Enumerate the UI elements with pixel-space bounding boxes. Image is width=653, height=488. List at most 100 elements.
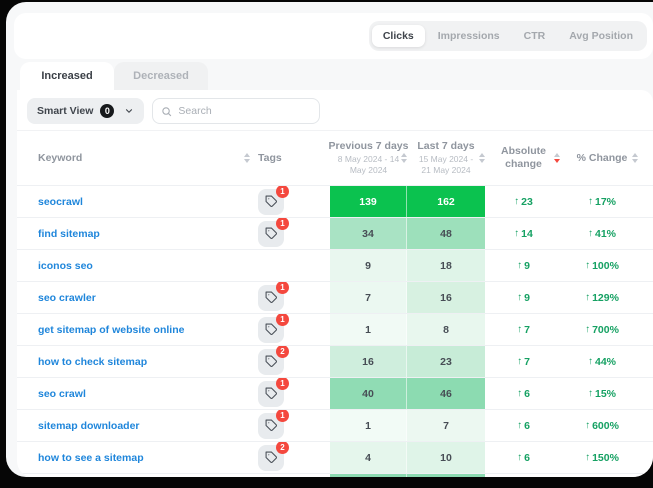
url-cell — [642, 474, 653, 477]
url-cell: / — [642, 186, 653, 217]
pct-change-value: ↑ 100% — [585, 259, 619, 272]
tab-decreased[interactable]: Decreased — [114, 62, 208, 90]
keyword-link[interactable]: seo crawler — [38, 291, 96, 304]
tag-button[interactable]: 1 — [258, 314, 289, 343]
tag-count-badge: 2 — [276, 346, 289, 358]
keyword-cell — [17, 474, 258, 477]
sort-icon-previous[interactable] — [401, 153, 407, 163]
previous-value: 4 — [330, 442, 407, 473]
previous-cell: 139 — [330, 186, 407, 217]
smart-view-dropdown[interactable]: Smart View 0 — [27, 98, 145, 124]
previous-cell — [330, 474, 407, 477]
previous-cell: 1 — [330, 314, 407, 345]
pct-change-cell: ↑ 100% — [562, 250, 642, 281]
tag-button[interactable]: 1 — [258, 282, 289, 311]
url-cell: /en — [642, 378, 653, 409]
metric-tab-ctr[interactable]: CTR — [513, 25, 557, 47]
pct-change-value: ↑ 129% — [585, 291, 619, 304]
tag-icon — [265, 355, 278, 368]
sort-icon-last[interactable] — [479, 153, 485, 163]
tag-button[interactable]: 1 — [258, 378, 289, 407]
top-toolbar: Clicks Impressions CTR Avg Position — [14, 13, 653, 59]
tab-increased[interactable]: Increased — [20, 62, 114, 90]
up-arrow-icon: ↑ — [517, 324, 523, 335]
metric-tab-impressions[interactable]: Impressions — [427, 25, 511, 47]
absolute-change-cell: ↑ 6 — [485, 378, 562, 409]
pct-change-cell — [562, 474, 642, 477]
up-arrow-icon: ↑ — [517, 292, 523, 303]
tag-button[interactable]: 1 — [258, 410, 289, 439]
last-value — [407, 474, 485, 477]
keywords-table-card: Smart View 0 Keyword Tags — [17, 90, 653, 477]
pct-change-cell: ↑ 17% — [562, 186, 642, 217]
pct-change-value: ↑ 150% — [585, 451, 619, 464]
absolute-change-cell: ↑ 9 — [485, 250, 562, 281]
last-value: 8 — [407, 314, 485, 345]
url-cell: /em — [642, 250, 653, 281]
url-cell: /en — [642, 346, 653, 377]
tag-button[interactable]: 1 — [258, 186, 289, 215]
sort-icon-keyword[interactable] — [244, 153, 250, 163]
last-cell: 162 — [407, 186, 485, 217]
tags-cell: 1 — [258, 314, 330, 345]
last-value: 23 — [407, 346, 485, 377]
keyword-link[interactable]: find sitemap — [38, 227, 100, 240]
search-input[interactable] — [178, 105, 312, 117]
tag-button[interactable]: 2 — [258, 442, 289, 471]
last-cell: 7 — [407, 410, 485, 441]
keyword-link[interactable]: iconos seo — [38, 259, 93, 272]
tags-cell: 1 — [258, 282, 330, 313]
up-arrow-icon: ↑ — [585, 324, 591, 335]
column-header-pct-change: % Change — [562, 131, 642, 185]
pct-change-value: ↑ 600% — [585, 419, 619, 432]
last-cell: 23 — [407, 346, 485, 377]
tags-cell: 1 — [258, 410, 330, 441]
keyword-link[interactable]: sitemap downloader — [38, 419, 140, 432]
tags-cell: 1 — [258, 186, 330, 217]
pct-change-value: ↑ 17% — [587, 195, 616, 208]
sort-icon-absolute-change[interactable] — [554, 153, 560, 163]
previous-value: 16 — [330, 346, 407, 377]
sort-icon-pct-change[interactable] — [632, 153, 638, 163]
tag-icon — [265, 195, 278, 208]
keyword-link[interactable]: how to check sitemap — [38, 355, 148, 368]
absolute-change-cell: ↑ 9 — [485, 282, 562, 313]
previous-cell: 4 — [330, 442, 407, 473]
last-cell: 16 — [407, 282, 485, 313]
keyword-cell: sitemap downloader — [17, 410, 258, 441]
previous-cell: 1 — [330, 410, 407, 441]
keyword-link[interactable]: seocrawl — [38, 195, 83, 208]
keyword-link[interactable]: seo crawl — [38, 387, 86, 400]
last-value: 10 — [407, 442, 485, 473]
tag-button[interactable]: 2 — [258, 346, 289, 375]
keyword-link[interactable]: get sitemap of website online — [38, 323, 185, 336]
table-header: Keyword Tags Previous 7 days 8 May 2024 … — [17, 130, 653, 186]
column-header-url: URL — [642, 131, 653, 185]
previous-value — [330, 474, 407, 477]
previous-value: 40 — [330, 378, 407, 409]
metric-tab-clicks[interactable]: Clicks — [371, 25, 425, 47]
tags-cell: 2 — [258, 442, 330, 473]
smart-view-label: Smart View — [37, 105, 94, 117]
pct-change-value: ↑ 700% — [585, 323, 619, 336]
column-header-absolute-change: Absolute change — [485, 131, 562, 185]
tag-icon — [265, 227, 278, 240]
up-arrow-icon: ↑ — [517, 388, 523, 399]
up-arrow-icon: ↑ — [514, 228, 520, 239]
metric-tab-group: Clicks Impressions CTR Avg Position — [368, 21, 647, 51]
last-value: 16 — [407, 282, 485, 313]
last-value: 18 — [407, 250, 485, 281]
app-screen: Clicks Impressions CTR Avg Position Increas… — [6, 2, 653, 477]
metric-tab-avg-position[interactable]: Avg Position — [558, 25, 644, 47]
pct-change-value: ↑ 41% — [587, 227, 616, 240]
keyword-link[interactable]: how to see a sitemap — [38, 451, 144, 464]
smart-view-count-badge: 0 — [100, 104, 115, 118]
keyword-cell: seo crawler — [17, 282, 258, 313]
tag-button[interactable]: 1 — [258, 218, 289, 247]
last-value: 46 — [407, 378, 485, 409]
up-arrow-icon: ↑ — [587, 228, 593, 239]
up-arrow-icon: ↑ — [585, 420, 591, 431]
column-header-last: Last 7 days 15 May 2024 - 21 May 2024 — [407, 131, 485, 185]
tags-cell — [258, 474, 330, 477]
last-date-range: 15 May 2024 - 21 May 2024 — [418, 154, 474, 175]
